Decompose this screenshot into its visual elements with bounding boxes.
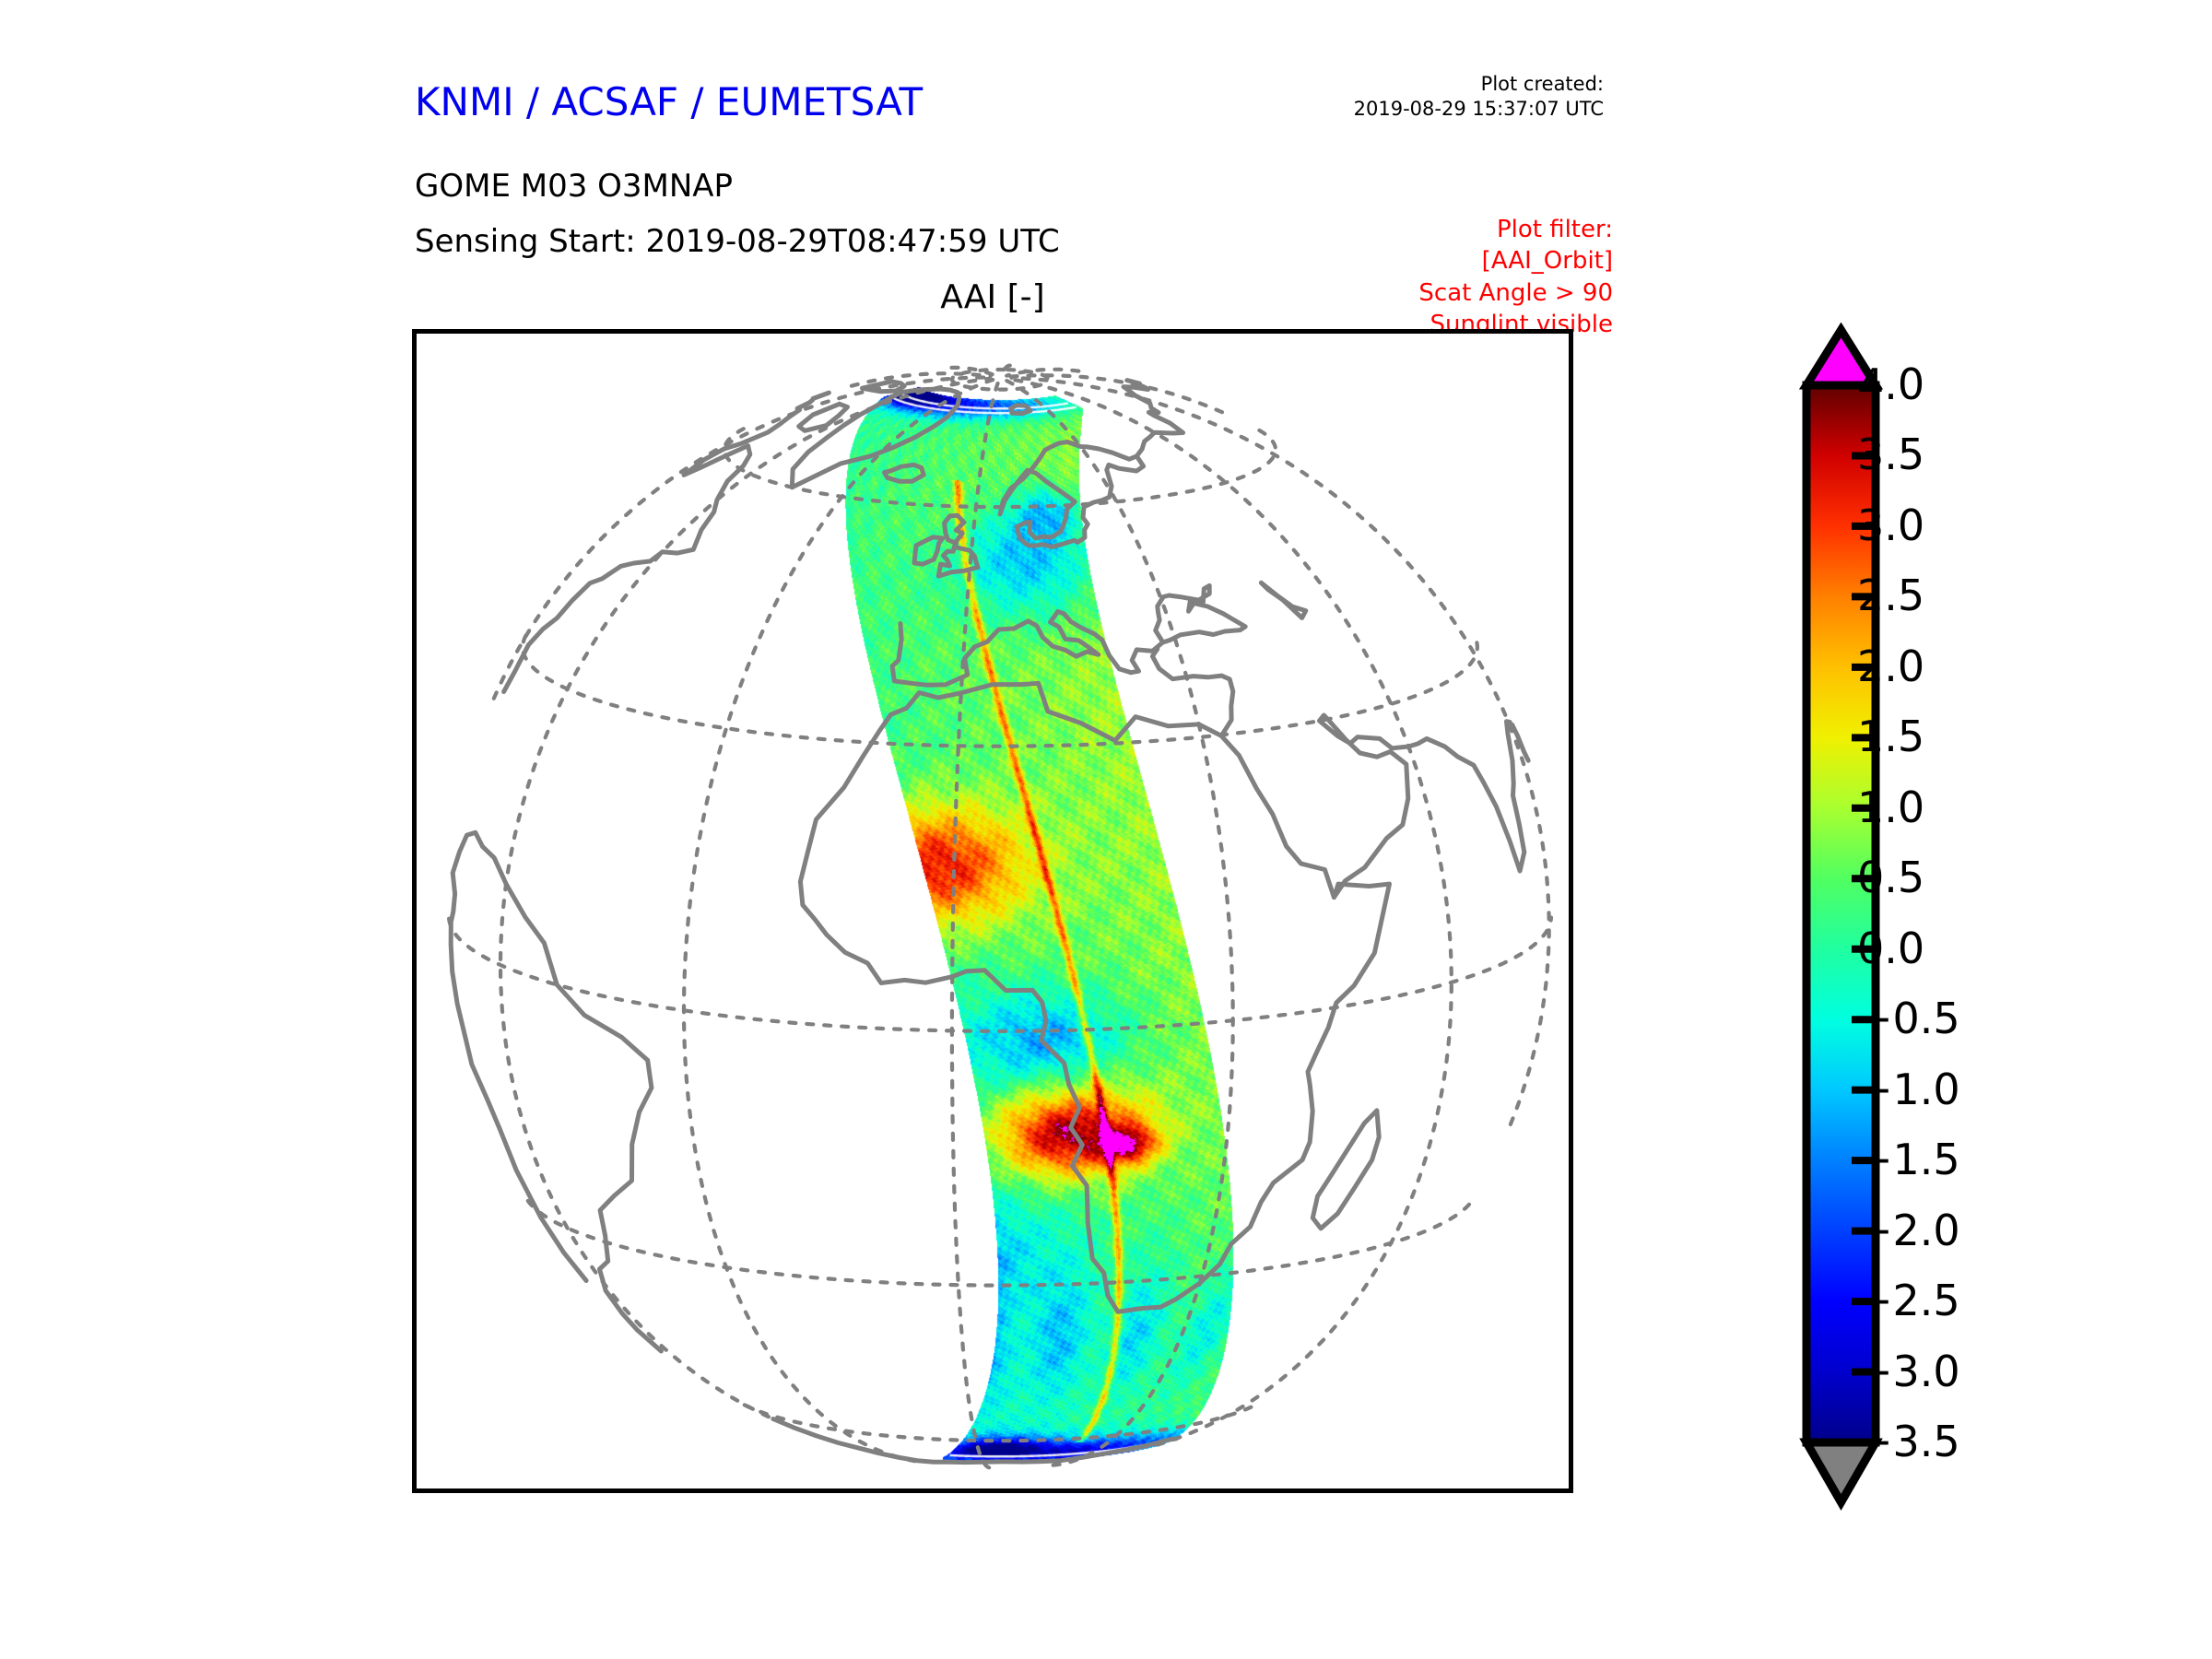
map-svg xyxy=(447,363,1554,1470)
map-plot-area xyxy=(412,329,1573,1493)
colorbar-tick-label: −1.0 xyxy=(1857,1064,1960,1114)
colorbar-tick-label: 3.0 xyxy=(1857,500,1925,550)
colorbar-tick-label: −0.5 xyxy=(1857,994,1960,1044)
colorbar-tick-label: −2.5 xyxy=(1857,1276,1960,1326)
colorbar-tick-label: 2.0 xyxy=(1857,641,1925,691)
colorbar-tick-label: 0.0 xyxy=(1857,923,1925,973)
colorbar-tick-label: 2.5 xyxy=(1857,571,1925,621)
colorbar-tick-label: −3.0 xyxy=(1857,1346,1960,1396)
colorbar-tick-label: 3.5 xyxy=(1857,429,1925,480)
plot-filter-title: Plot filter: xyxy=(1496,216,1613,243)
colorbar-tick-label: 0.5 xyxy=(1857,853,1925,903)
colorbar-tick-labels: 4.0 3.5 3.0 2.5 2.0 1.5 1.0 0.5 0.0 −0.5 −1.0 −1.5 −… xyxy=(1857,323,2069,1512)
organisation-header: KNMI / ACSAF / EUMETSAT xyxy=(415,79,924,124)
colorbar-tick-label: 1.0 xyxy=(1857,782,1925,832)
plot-created-label: Plot created: xyxy=(1480,73,1604,95)
sensing-start: Sensing Start: 2019-08-29T08:47:59 UTC xyxy=(415,223,1060,260)
dataset-name: GOME M03 O3MNAP xyxy=(415,168,734,205)
plot-filter-block: Plot filter: [AAI_Orbit] Scat Angle > 90… xyxy=(1309,214,1613,340)
page-title: AAI [-] xyxy=(940,278,1045,316)
colorbar-tick-label: −1.5 xyxy=(1857,1135,1960,1185)
colorbar-tick-label: −2.0 xyxy=(1857,1205,1960,1255)
plot-created-timestamp: 2019-08-29 15:37:07 UTC xyxy=(1353,97,1604,120)
colorbar-tick-label: −3.5 xyxy=(1857,1417,1960,1466)
colorbar: 4.0 3.5 3.0 2.5 2.0 1.5 1.0 0.5 0.0 −0.5 −1.0 −1.5 −… xyxy=(1779,323,2074,1512)
plot-filter-scat-angle: Scat Angle > 90 xyxy=(1418,278,1613,307)
colorbar-graphic xyxy=(1798,323,1884,1512)
plot-filter-orbit: [AAI_Orbit] xyxy=(1481,247,1613,276)
colorbar-tick-label: 4.0 xyxy=(1857,359,1925,409)
colorbar-tick-label: 1.5 xyxy=(1857,712,1925,762)
plot-created-block: Plot created: 2019-08-29 15:37:07 UTC xyxy=(1272,72,1604,122)
